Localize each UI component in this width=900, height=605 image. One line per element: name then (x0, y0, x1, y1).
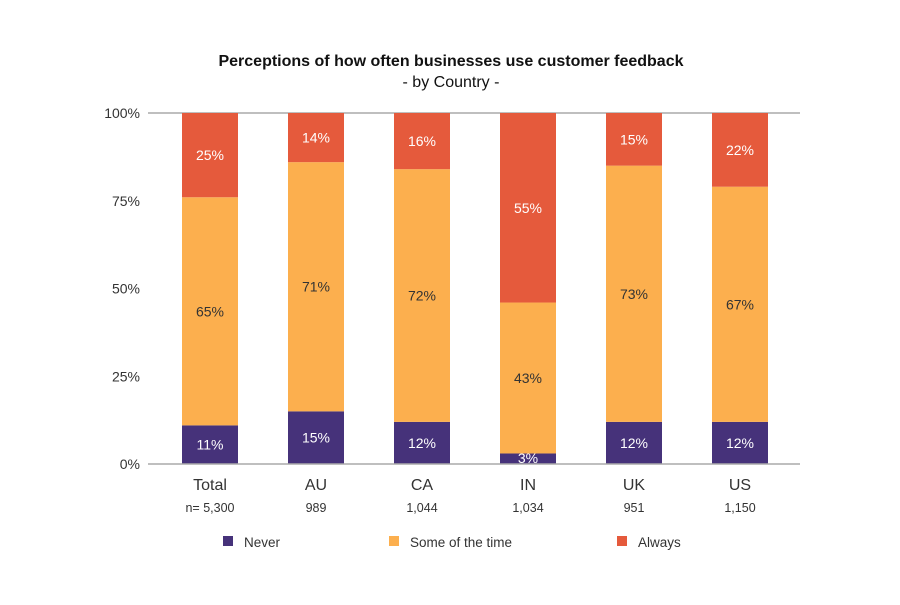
x-tick-label: AU (305, 477, 327, 494)
data-label: 16% (408, 133, 436, 149)
x-tick-label: Total (193, 477, 227, 494)
bar-segment-always (288, 113, 344, 163)
legend-item: Never (223, 535, 281, 550)
bar-segment-never (288, 411, 344, 464)
data-label: 55% (514, 200, 542, 216)
data-label: 25% (196, 147, 224, 163)
legend-label: Always (638, 535, 681, 550)
x-tick-label: US (729, 477, 751, 494)
bar-segment-always (182, 113, 238, 198)
sample-size-label: 1,150 (724, 501, 755, 515)
bar-segment-some-of-the-time (394, 169, 450, 422)
data-label: 65% (196, 303, 224, 319)
bar-segment-never (182, 425, 238, 464)
bar-segment-always (606, 113, 662, 166)
bar-segment-some-of-the-time (182, 197, 238, 426)
bar-segment-never (394, 421, 450, 464)
y-tick-label: 50% (112, 281, 140, 297)
y-tick-label: 100% (104, 105, 140, 121)
legend-swatch (617, 536, 627, 546)
data-label: 11% (197, 437, 224, 453)
sample-size-label: 1,034 (512, 501, 543, 515)
bar-segment-always (394, 113, 450, 170)
data-label: 3% (518, 450, 538, 466)
bar-segment-some-of-the-time (606, 165, 662, 422)
data-label: 14% (302, 130, 330, 146)
bar-segment-always (712, 113, 768, 187)
x-tick-label: CA (411, 477, 434, 494)
bar-segment-never (606, 421, 662, 464)
data-label: 43% (514, 370, 542, 386)
data-label: 67% (726, 296, 754, 312)
data-label: 71% (302, 279, 330, 295)
data-label: 73% (620, 286, 648, 302)
data-label: 12% (620, 435, 648, 451)
bar-segment-never (500, 453, 556, 464)
legend-label: Some of the time (410, 535, 512, 550)
data-label: 15% (620, 131, 648, 147)
legend-item: Always (617, 535, 681, 550)
sample-size-label: 951 (624, 501, 645, 515)
sample-size-label: 1,044 (406, 501, 437, 515)
bar-segment-some-of-the-time (500, 302, 556, 454)
chart-subtitle: - by Country - (403, 74, 500, 91)
bar-segment-some-of-the-time (288, 162, 344, 412)
legend-item: Some of the time (389, 535, 512, 550)
data-label: 12% (408, 435, 436, 451)
bar-segment-some-of-the-time (712, 186, 768, 422)
y-tick-label: 25% (112, 368, 140, 384)
sample-size-label: n= 5,300 (185, 501, 234, 515)
data-label: 72% (408, 288, 436, 304)
y-tick-label: 75% (112, 193, 140, 209)
x-tick-label: IN (520, 477, 536, 494)
bar-segment-always (500, 113, 556, 303)
y-tick-label: 0% (120, 456, 140, 472)
data-label: 12% (726, 435, 754, 451)
sample-size-label: 989 (306, 501, 327, 515)
chart-title: Perceptions of how often businesses use … (218, 53, 683, 70)
x-tick-label: UK (623, 477, 646, 494)
legend-swatch (389, 536, 399, 546)
legend-swatch (223, 536, 233, 546)
data-label: 15% (302, 430, 330, 446)
legend-label: Never (244, 535, 281, 550)
bar-segment-never (712, 421, 768, 464)
data-label: 22% (726, 142, 754, 158)
